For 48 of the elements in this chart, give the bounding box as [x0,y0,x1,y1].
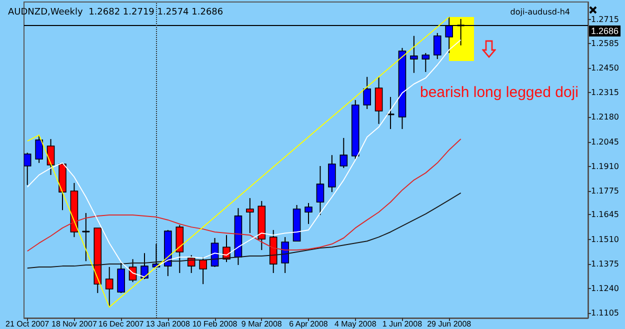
text: doji-audusd-h4 [510,8,570,16]
x-tick-label: 1 Jun 2008 [382,320,423,328]
x-tick-label: 16 Dec 2007 [98,320,144,328]
x-tick-label: 21 Oct 2007 [6,320,50,328]
candlestick [246,198,254,234]
y-tick-label: 1.1775 [591,186,619,196]
y-tick-label: 1.1910 [591,162,619,171]
ref-line-label: 1.2686 [591,26,619,36]
annotation: bearish long legged doji [420,84,578,101]
candlestick [35,134,43,164]
candlestick [410,35,418,74]
candlestick [105,266,114,308]
x-tick-label: 9 Mar 2008 [241,320,282,328]
candlestick [304,202,312,224]
x-tick-label: 4 May 2008 [334,320,377,328]
x-tick-label: 18 Nov 2007 [52,320,98,328]
candlestick [433,32,442,60]
y-tick-label: 1.2180 [591,112,619,122]
y-tick-label: 1.1645 [591,210,619,220]
y-tick-label: 1.1510 [591,234,619,244]
y-tick-label: 1.1240 [591,284,619,293]
candlestick [24,152,32,186]
candlestick [340,137,348,169]
candlestick [328,154,336,193]
candlestick [140,252,148,280]
candlestick [199,256,207,285]
candlestick [316,166,324,216]
x-tick-label: 13 Jan 2008 [146,320,190,328]
y-tick-label: 1.2315 [591,88,619,98]
candlestick [386,96,394,130]
candlestick [46,138,55,176]
y-tick-label: 1.2585 [591,38,619,48]
y-tick-label: 1.2045 [591,137,619,146]
y-tick-label: 1.1375 [591,259,619,268]
y-tick-label: 1.1105 [591,308,619,318]
candlestick [374,76,383,124]
x-tick-label: 10 Feb 2008 [192,320,238,328]
candlestick [117,262,125,294]
line-series [26,192,462,269]
candlestick [187,254,196,274]
candlestick [422,52,430,72]
candlestick [281,236,289,274]
x-tick-label: 6 Apr 2008 [289,320,328,328]
x-tick-label: 29 Jun 2008 [427,320,472,328]
candlestick [82,212,90,262]
y-tick-label: 1.2715 [591,15,619,24]
y-tick-label: 1.2450 [591,63,619,72]
candlestick [363,76,371,110]
